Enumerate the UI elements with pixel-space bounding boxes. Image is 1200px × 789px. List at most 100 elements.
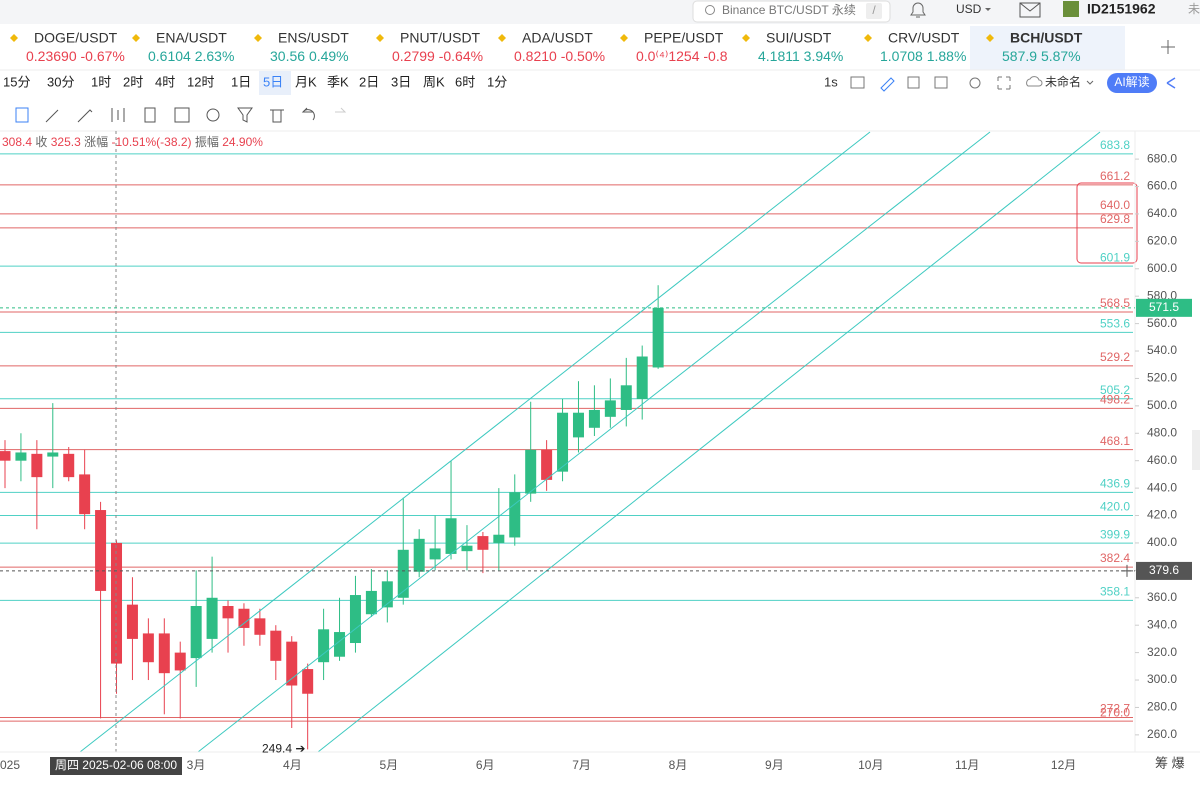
candle-body (79, 474, 91, 515)
tool-icon[interactable] (206, 108, 220, 122)
timeframe[interactable]: 3日 (391, 74, 411, 89)
tool-icon[interactable] (45, 109, 59, 123)
level-label: 272.7 (1100, 702, 1130, 716)
ticker-name[interactable]: ENA/USDT (156, 30, 227, 46)
level-label: 661.2 (1100, 169, 1130, 183)
candle-body (238, 608, 250, 628)
timeframe[interactable]: 1分 (487, 74, 507, 89)
timeframe[interactable]: 1时 (91, 74, 111, 89)
mail-flap (1019, 2, 1041, 12)
ai-button-text[interactable]: AI解读 (1114, 75, 1149, 89)
layout-icon[interactable] (934, 76, 948, 89)
candle-body (365, 590, 377, 615)
ticker-quote[interactable]: 587.9 5.87% (1002, 48, 1081, 64)
ticker-name[interactable]: PEPE/USDT (644, 30, 724, 46)
timeframe[interactable]: 月K (295, 74, 317, 89)
y-tick-label: 360.0 (1147, 590, 1177, 604)
ticker-name[interactable]: CRV/USDT (888, 30, 960, 46)
ticker-quote[interactable]: 0.2799 -0.64% (392, 48, 483, 64)
y-tick-label: 480.0 (1147, 425, 1177, 439)
ticker-quote[interactable]: 0.8210 -0.50% (514, 48, 605, 64)
tool-icon[interactable] (174, 107, 190, 123)
candle-body (413, 538, 425, 572)
add-icon[interactable] (1161, 40, 1175, 54)
currency[interactable]: USD (956, 2, 982, 16)
mail-icon[interactable] (1019, 2, 1041, 18)
tool-icon[interactable] (77, 109, 93, 123)
y-tick-label: 340.0 (1147, 617, 1177, 631)
interval[interactable]: 1s (824, 74, 838, 89)
ticker-name[interactable]: ENS/USDT (278, 30, 349, 46)
timeframe[interactable]: 1日 (231, 74, 251, 89)
ticker-quote[interactable]: 4.1811 3.94% (758, 48, 843, 64)
camera-icon[interactable] (850, 76, 865, 89)
candle-body (588, 409, 600, 428)
tool-icon[interactable] (335, 107, 347, 113)
fullscreen-icon[interactable] (997, 76, 1011, 90)
timeframe[interactable]: 2日 (359, 74, 379, 89)
ticker-name[interactable]: DOGE/USDT (34, 30, 118, 46)
ticker-name[interactable]: PNUT/USDT (400, 30, 481, 46)
tool-icon[interactable] (301, 107, 315, 121)
candle-body (63, 453, 75, 478)
timeframe[interactable]: 周K (423, 74, 445, 89)
ticker-price: 1.0708 (880, 48, 923, 64)
timeframe[interactable]: 6时 (455, 74, 475, 89)
info-label: 振幅 (195, 134, 219, 149)
timeframe[interactable]: 2时 (123, 74, 143, 89)
ticker-change: 3.94% (804, 48, 844, 64)
tool-icon[interactable] (270, 109, 284, 123)
pen-icon[interactable] (880, 77, 895, 92)
candle-body (397, 549, 409, 598)
ticker-quote[interactable]: 0.0⁽⁴⁾1254 -0.8 (636, 48, 728, 64)
info-close: 325.3 (51, 135, 81, 149)
level-label: 601.9 (1100, 250, 1130, 264)
share-icon[interactable] (1166, 77, 1176, 89)
ticker-price: 0.6104 (148, 48, 191, 64)
avatar[interactable] (1063, 1, 1079, 17)
ticker-price: 30.56 (270, 48, 305, 64)
side-handle[interactable] (1192, 430, 1200, 470)
ticker-name[interactable]: SUI/USDT (766, 30, 832, 46)
cloud-icon (1026, 76, 1043, 87)
candle-body (604, 400, 616, 417)
key-hint (866, 3, 882, 19)
search-box[interactable] (692, 0, 891, 23)
settings-icon[interactable] (969, 77, 981, 89)
candle-body (254, 618, 266, 635)
level-label: 382.4 (1100, 551, 1130, 565)
candle-body (620, 385, 632, 410)
timeframe[interactable]: 4时 (155, 74, 175, 89)
ticker-name[interactable]: BCH/USDT (1010, 30, 1083, 46)
tool-icon[interactable] (15, 107, 29, 123)
user-id[interactable]: ID2151962 (1087, 1, 1156, 17)
channel-line (317, 131, 1101, 753)
ticker-quote[interactable]: 1.0708 1.88% (880, 48, 966, 64)
candle-body (126, 604, 138, 639)
tool-icon[interactable] (237, 107, 253, 123)
layout-name[interactable]: 未命名 (1045, 74, 1081, 89)
ticker-name[interactable]: ADA/USDT (522, 30, 593, 46)
timeframe[interactable]: 15分 (3, 74, 30, 89)
info-amp: 24.90% (222, 135, 263, 149)
y-tick-label: 520.0 (1147, 371, 1177, 385)
bell-icon[interactable] (910, 2, 926, 18)
timeframe[interactable]: 季K (327, 74, 349, 89)
x-tick-label: 9月 (765, 758, 784, 772)
select-icon[interactable] (907, 76, 920, 89)
ai-button[interactable] (1107, 73, 1157, 93)
tool-icon[interactable] (144, 107, 156, 123)
ticker-quote[interactable]: 0.6104 2.63% (148, 48, 234, 64)
diamond (376, 34, 384, 42)
timeframe[interactable]: 12时 (187, 74, 214, 89)
timeframe[interactable]: 5日 (263, 74, 283, 89)
ticker-quote[interactable]: 0.23690 -0.67% (26, 48, 125, 64)
level-label: 358.1 (1100, 585, 1130, 599)
tool-icon[interactable] (111, 108, 125, 122)
timeframe[interactable]: 30分 (47, 74, 74, 89)
bottom-right[interactable]: 筹 爆 (1155, 755, 1185, 770)
active-tab (970, 26, 1125, 70)
candle-body (509, 492, 521, 538)
ticker-quote[interactable]: 30.56 0.49% (270, 48, 349, 64)
channel-line (197, 131, 991, 753)
